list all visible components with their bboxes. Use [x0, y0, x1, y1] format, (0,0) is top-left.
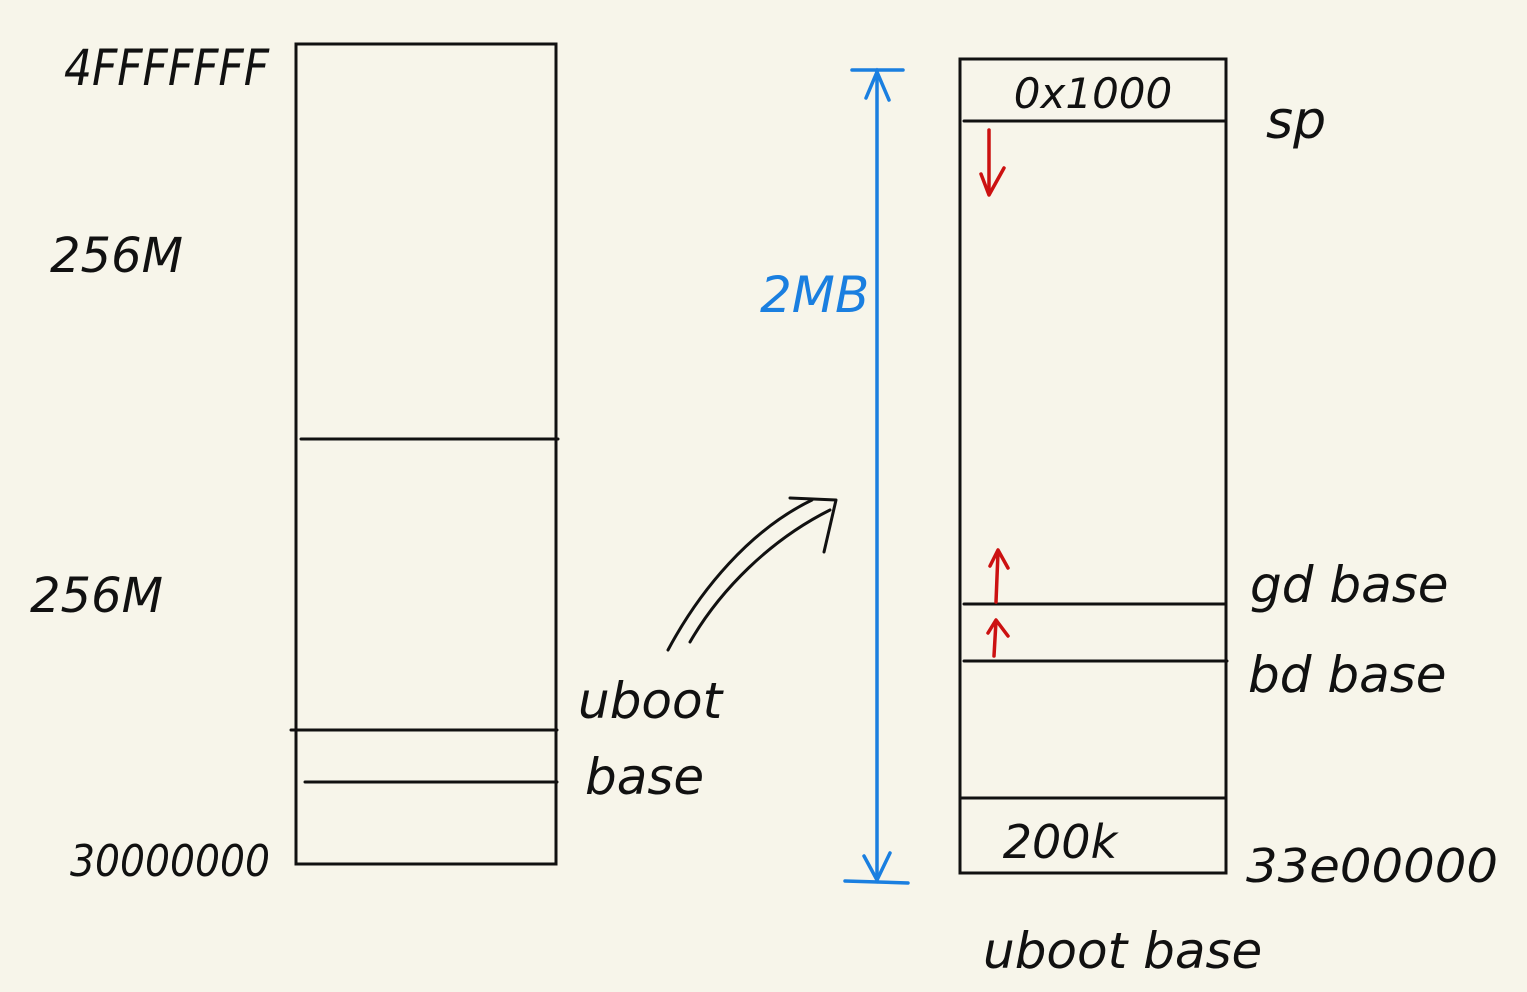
double-headed-arrow-icon — [843, 67, 910, 885]
left-base-label: base — [585, 748, 704, 806]
left-memory-block — [289, 42, 560, 866]
left-uboot-label: uboot — [578, 672, 725, 730]
right-memory-outline — [958, 57, 1228, 875]
left-lower-size: 256M — [30, 568, 163, 624]
left-top-address: 4FFFFFFF — [64, 39, 270, 97]
right-memory-block — [958, 57, 1229, 875]
sp-label: sp — [1266, 91, 1326, 151]
right-bottom-cell: 200k — [1003, 815, 1120, 869]
span-label-2mb: 2MB — [760, 266, 869, 324]
gd-base-label: gd base — [1250, 556, 1449, 614]
left-bottom-address: 30000000 — [70, 836, 270, 887]
right-bottom-address: 33e00000 — [1246, 839, 1498, 893]
left-upper-size: 256M — [50, 228, 183, 284]
curved-arrow-icon — [666, 496, 838, 652]
uboot-base-footer: uboot base — [983, 922, 1262, 980]
right-top-cell: 0x1000 — [1014, 69, 1172, 118]
left-memory-outline — [294, 42, 558, 866]
up-arrow-icon — [986, 618, 1010, 658]
down-arrow-icon — [979, 128, 1006, 197]
bd-base-label: bd base — [1248, 646, 1447, 704]
up-arrow-icon — [988, 548, 1010, 604]
